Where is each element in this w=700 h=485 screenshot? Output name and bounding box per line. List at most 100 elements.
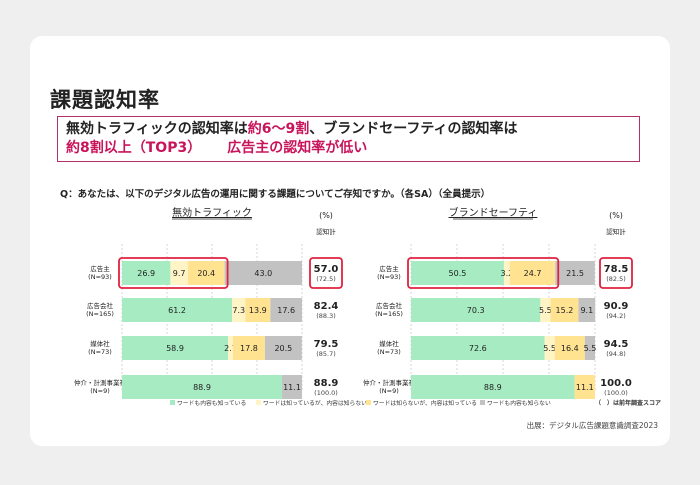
- legend-label: ワードも内容も知らない: [487, 399, 551, 407]
- category-label: 仲介・計測事業社: [74, 378, 127, 387]
- bar-segment: [544, 336, 555, 360]
- data-label: 61.2: [168, 306, 186, 315]
- bar-segment: [411, 298, 541, 322]
- category-label: 広告主: [90, 264, 110, 273]
- data-label: 17.8: [240, 344, 258, 353]
- category-label: 広告会社: [376, 301, 403, 310]
- bar-segment: [122, 375, 283, 399]
- source-note: 出展：デジタル広告課題意識調査2023: [526, 421, 658, 430]
- highlight-box-total: [599, 257, 633, 289]
- bar-segment: [122, 336, 229, 360]
- bar-segment: [550, 298, 579, 322]
- category-label: 広告会社: [87, 301, 114, 310]
- category-label: 媒体社: [90, 339, 110, 348]
- category-n-label: (N=9): [379, 387, 399, 395]
- category-n-label: (N=165): [86, 310, 114, 318]
- callout-text-1c: 、ブランドセーフティの認知率は: [309, 121, 518, 137]
- bar-segment: [282, 375, 302, 399]
- survey-question: Q：あなたは、以下のデジタル広告の運用に関する課題についてご存知ですか。（各SA…: [60, 189, 491, 200]
- data-label: 5.5: [584, 344, 597, 353]
- previous-value: (100.0): [314, 389, 338, 397]
- data-label: 50.5: [449, 269, 467, 278]
- page-title: 課題認知率: [50, 88, 160, 112]
- total-value: 94.5: [604, 339, 629, 350]
- bar-segment: [411, 261, 504, 285]
- data-label: 5.5: [543, 344, 556, 353]
- previous-value: (100.0): [604, 389, 628, 397]
- legend-label: ワードは知らないが、内容は知っている: [373, 399, 477, 407]
- bar-segment: [574, 375, 595, 399]
- category-n-label: (N=93): [88, 273, 112, 281]
- data-label: 16.4: [561, 344, 579, 353]
- data-label: 17.6: [277, 306, 295, 315]
- category-n-label: (N=9): [90, 387, 110, 395]
- data-label: 26.9: [137, 269, 155, 278]
- highlight-box-bar: [118, 257, 229, 289]
- category-n-label: (N=165): [375, 310, 403, 318]
- bar-segment: [411, 375, 575, 399]
- previous-value: (88.3): [316, 312, 336, 320]
- data-label: 88.9: [193, 383, 211, 392]
- category-n-label: (N=73): [88, 348, 112, 356]
- callout-line-1: 無効トラフィックの認知率は約6〜9割、ブランドセーフティの認知率は: [66, 120, 631, 139]
- data-label: 11.1: [576, 383, 594, 392]
- total-header: 認知計: [316, 227, 336, 236]
- bar-segment: [411, 336, 545, 360]
- bar-segment: [122, 298, 233, 322]
- category-n-label: (N=93): [377, 273, 401, 281]
- bar-segment: [228, 336, 233, 360]
- bar-segment: [187, 261, 225, 285]
- bar-segment: [509, 261, 556, 285]
- data-label: 11.1: [283, 383, 301, 392]
- bar-segment: [122, 261, 171, 285]
- data-label: 2.7: [224, 344, 237, 353]
- callout-highlight-3: 広告主の認知率が低い: [227, 140, 368, 156]
- bar-segment: [584, 336, 595, 360]
- data-label: 5.5: [539, 306, 552, 315]
- data-label: 70.3: [467, 306, 485, 315]
- previous-value: (72.5): [316, 275, 336, 283]
- bar-segment: [232, 298, 246, 322]
- bar-segment: [264, 336, 302, 360]
- total-value: 88.9: [314, 378, 339, 389]
- category-n-label: (N=73): [377, 348, 401, 356]
- bar-segment: [232, 336, 265, 360]
- data-label: 13.9: [249, 306, 267, 315]
- data-label: 72.6: [469, 344, 487, 353]
- legend-swatch: [366, 400, 371, 405]
- data-label: 9.1: [580, 306, 593, 315]
- chart-title-2: ブランドセーフティ: [449, 206, 538, 219]
- legend-previous-note: （ ）は前年調査スコア: [595, 399, 661, 407]
- category-label: 仲介・計測事業社: [363, 378, 416, 387]
- bar-segment: [170, 261, 188, 285]
- chart-title-1: 無効トラフィック: [172, 206, 252, 219]
- highlight-box-bar: [407, 257, 560, 289]
- callout-highlight-1: 約6〜9割: [247, 121, 310, 137]
- bar-segment: [503, 261, 510, 285]
- data-label: 43.0: [254, 269, 272, 278]
- data-label: 9.7: [173, 269, 186, 278]
- legend-label: ワードは知っているが、内容は知らない: [263, 399, 367, 407]
- data-label: 7.3: [232, 306, 245, 315]
- bar-segment: [554, 336, 585, 360]
- data-label: 3.2: [500, 269, 513, 278]
- callout-text-1a: 無効トラフィックの認知率は: [66, 121, 248, 137]
- highlight-box-total: [309, 257, 343, 289]
- category-label: 広告主: [379, 264, 399, 273]
- legend-swatch: [256, 400, 261, 405]
- data-label: 20.4: [197, 269, 215, 278]
- previous-value: (94.2): [606, 312, 626, 320]
- total-value: 100.0: [600, 378, 632, 389]
- legend-swatch: [480, 400, 485, 405]
- callout-highlight-2: 約8割以上（TOP3）: [66, 140, 202, 156]
- data-label: 24.7: [524, 269, 542, 278]
- total-value: 57.0: [314, 264, 339, 275]
- data-label: 88.9: [484, 383, 502, 392]
- data-label: 20.5: [274, 344, 292, 353]
- total-value: 79.5: [314, 339, 339, 350]
- previous-value: (94.8): [606, 350, 626, 358]
- legend-swatch: [170, 400, 175, 405]
- total-value: 82.4: [314, 301, 339, 312]
- callout-line-2: 約8割以上（TOP3） 広告主の認知率が低い: [66, 139, 631, 158]
